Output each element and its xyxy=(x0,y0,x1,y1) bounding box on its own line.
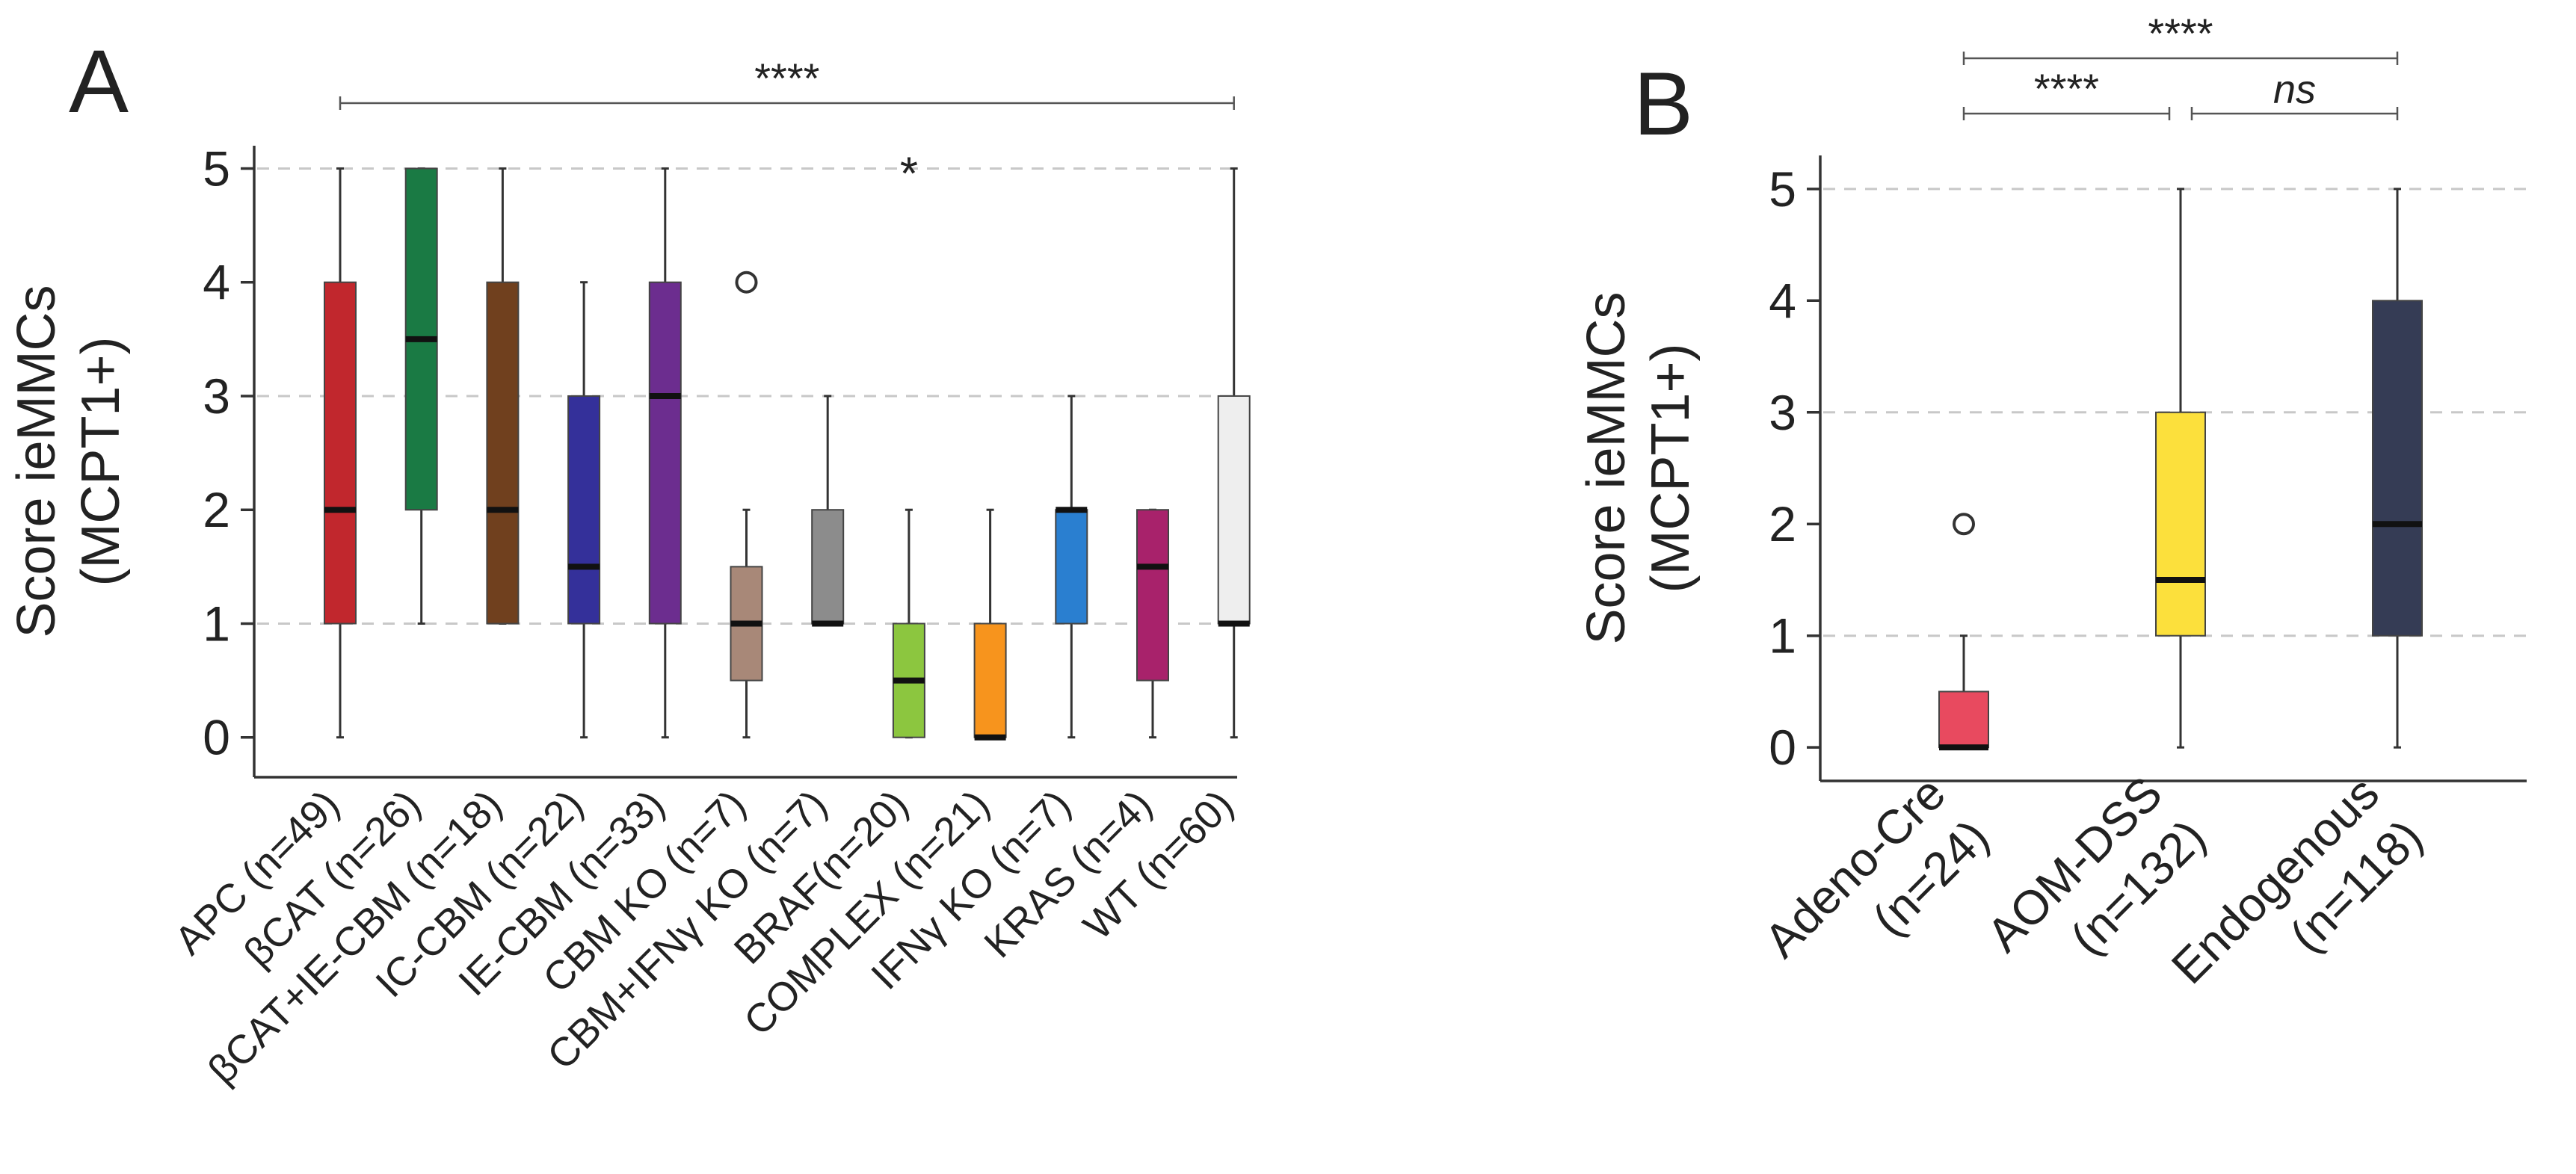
box-6 xyxy=(730,508,763,739)
box-body xyxy=(1055,509,1088,625)
box-body xyxy=(2155,411,2206,637)
box-1 xyxy=(1938,634,1989,751)
box-1 xyxy=(324,167,357,739)
outlier-circle xyxy=(735,271,758,294)
box-5 xyxy=(648,167,682,739)
box-body xyxy=(973,622,1007,738)
y-tick-label: 3 xyxy=(203,368,230,424)
y-tick-label: 1 xyxy=(1769,608,1796,664)
significance-label: **** xyxy=(2148,10,2213,57)
box-12 xyxy=(1217,167,1251,739)
y-tick-label: 5 xyxy=(203,140,230,196)
y-tick-label: 2 xyxy=(203,482,230,537)
significance-label: **** xyxy=(754,55,819,102)
y-tick-label: 0 xyxy=(203,710,230,765)
y-tick-label: 4 xyxy=(1769,273,1796,328)
box-body xyxy=(324,281,357,625)
box-body xyxy=(2372,300,2423,637)
box-3 xyxy=(2372,188,2423,749)
box-11 xyxy=(1136,508,1169,739)
significance-bracket: **** xyxy=(1962,65,2171,120)
panel-a-letter: A xyxy=(69,31,129,132)
outlier-star: * xyxy=(900,148,918,200)
y-axis-label-line-2: (MCPT1+) xyxy=(1641,343,1701,593)
significance-label: **** xyxy=(2034,65,2099,112)
panel-b: B 0 1 2 3 4 5 Score ieMMCs (MCPT1+) Adeno-Cre(n=… xyxy=(1577,10,2527,994)
significance-bracket: **** xyxy=(339,55,1235,110)
box-9 xyxy=(973,508,1007,741)
box-body xyxy=(648,281,682,625)
box-body xyxy=(567,395,601,625)
y-tick-label: 4 xyxy=(203,255,230,310)
box-body xyxy=(811,509,845,625)
y-axis-label-line-2: (MCPT1+) xyxy=(71,336,131,586)
y-axis-label-line-1: Score ieMMCs xyxy=(7,285,67,637)
y-axis-label: Score ieMMCs (MCPT1+) xyxy=(7,285,131,637)
y-tick-label: 0 xyxy=(1769,720,1796,775)
y-tick-label: 2 xyxy=(1769,496,1796,552)
box-body xyxy=(1217,395,1251,625)
box-10 xyxy=(1055,395,1088,739)
box-3 xyxy=(486,167,520,625)
outlier-circle xyxy=(1953,513,1975,536)
x-tick-label: Adeno-Cre(n=24) xyxy=(1754,766,1999,968)
box-body xyxy=(1136,509,1169,682)
panel-b-letter: B xyxy=(1633,54,1693,154)
y-axis-label: Score ieMMCs (MCPT1+) xyxy=(1577,291,1701,644)
box-body xyxy=(486,281,520,625)
box-2 xyxy=(2155,188,2206,749)
box-7 xyxy=(811,395,845,627)
significance-label: ns xyxy=(2273,67,2316,112)
box-body xyxy=(1938,691,1989,749)
box-4 xyxy=(567,281,601,739)
y-tick-label: 3 xyxy=(1769,385,1796,440)
y-tick-label: 1 xyxy=(203,596,230,651)
y-axis-label-line-1: Score ieMMCs xyxy=(1577,291,1636,644)
x-tick-label: Endogenous(n=118) xyxy=(2161,766,2432,994)
box-2 xyxy=(404,167,438,625)
significance-bracket: ns xyxy=(2190,67,2399,120)
y-tick-label: 5 xyxy=(1769,161,1796,217)
box-8 xyxy=(892,508,925,739)
significance-bracket: **** xyxy=(1962,10,2399,65)
